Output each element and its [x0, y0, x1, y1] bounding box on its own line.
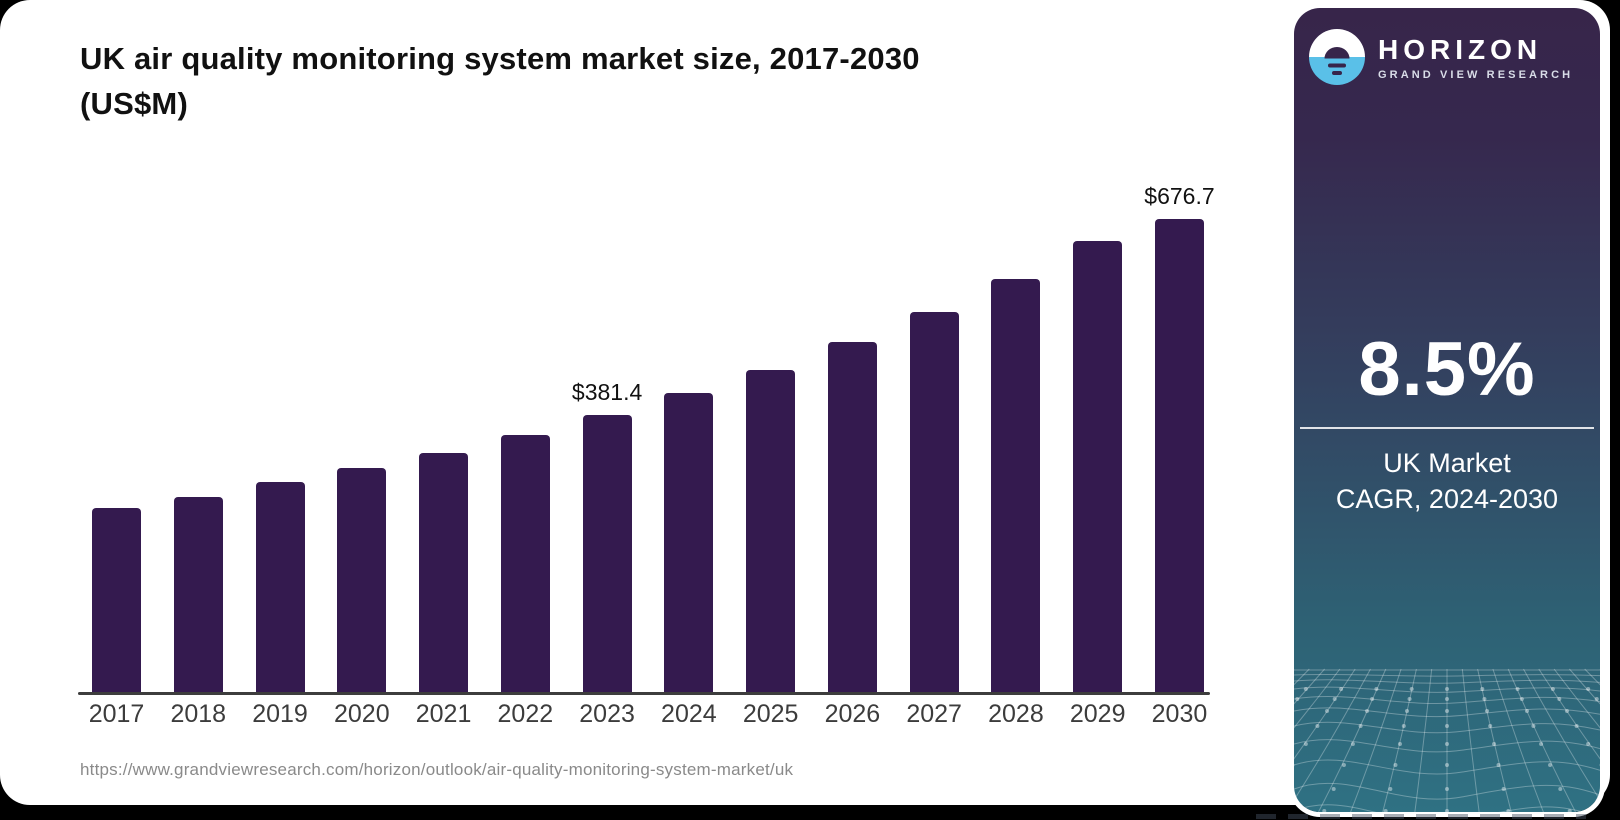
- bar-2027: [909, 312, 959, 693]
- bar-column-2030: $676.7: [1144, 183, 1215, 693]
- bar-2022: [500, 435, 550, 693]
- cagr-stat-block: 8.5% UK Market CAGR, 2024-2030: [1294, 326, 1600, 517]
- bar-column-2026: [827, 183, 877, 693]
- x-tick-label-2018: 2018: [170, 700, 227, 728]
- cagr-label-line2: CAGR, 2024-2030: [1335, 484, 1559, 514]
- x-tick-label-2022: 2022: [497, 700, 554, 728]
- bar-column-2023: $381.4: [572, 183, 642, 693]
- source-url-link[interactable]: https://www.grandviewresearch.com/horizo…: [80, 760, 794, 779]
- x-tick-label-2020: 2020: [333, 700, 390, 728]
- logo-subbrand-text: GRAND VIEW RESEARCH: [1378, 68, 1574, 81]
- x-tick-label-2027: 2027: [906, 700, 962, 728]
- x-tick-label-2023: 2023: [579, 700, 635, 728]
- bar-chart-plot-area: $381.4 $676.7: [92, 183, 1215, 693]
- x-tick-label-2028: 2028: [988, 700, 1044, 728]
- x-tick-label-2017: 2017: [88, 700, 145, 728]
- x-tick-label-2025: 2025: [742, 700, 799, 728]
- bar-2028: [991, 279, 1041, 693]
- bar-2024: [664, 393, 714, 693]
- bar-2021: [419, 453, 469, 693]
- sidebar-panel: HORIZON GRAND VIEW RESEARCH 8.5% UK Mark…: [1294, 8, 1600, 812]
- x-axis-line: [78, 692, 1210, 695]
- bar-column-2027: [909, 183, 959, 693]
- logo-brand-text: HORIZON: [1378, 33, 1543, 65]
- bar-2020: [337, 468, 387, 693]
- bar-column-2028: [991, 183, 1041, 693]
- cagr-value: 8.5%: [1358, 327, 1536, 412]
- chart-title-line2: (US$M): [80, 86, 188, 121]
- bar-column-2021: [419, 183, 469, 693]
- bar-2023: [582, 415, 632, 693]
- stat-divider: [1300, 427, 1594, 429]
- bar-column-2022: [500, 183, 550, 693]
- bar-2017: [92, 508, 141, 693]
- bar-2030: [1154, 219, 1204, 693]
- x-axis-labels: 2017 2018 2019 2020 2021 2022 2023 2024 2025 2026…: [88, 700, 1208, 729]
- cagr-label-line1: UK Market: [1383, 448, 1511, 478]
- bar-value-label-2023: $381.4: [571, 379, 643, 405]
- x-tick-label-2021: 2021: [415, 700, 472, 728]
- bar-2026: [827, 342, 877, 693]
- bar-column-2018: [173, 183, 223, 693]
- bar-value-label-2030: $676.7: [1144, 183, 1215, 209]
- x-tick-label-2030: 2030: [1151, 700, 1208, 728]
- cutoff-dashes-decoration: [1256, 814, 1586, 819]
- wireframe-mesh-decoration: [1294, 668, 1600, 812]
- horizon-sun-circle-icon: [1309, 29, 1365, 85]
- x-tick-label-2024: 2024: [661, 700, 717, 728]
- chart-title: UK air quality monitoring system market …: [80, 36, 1230, 126]
- bar-2018: [173, 497, 223, 693]
- horizon-logo: HORIZON GRAND VIEW RESEARCH: [1309, 29, 1573, 85]
- x-tick-label-2026: 2026: [824, 700, 881, 728]
- bar-column-2019: [255, 183, 305, 693]
- x-tick-label-2019: 2019: [252, 700, 308, 728]
- bar-2029: [1073, 241, 1123, 693]
- bar-column-2017: [92, 183, 141, 693]
- bar-column-2025: [746, 183, 796, 693]
- bar-column-2029: [1073, 183, 1123, 693]
- bar-2025: [746, 370, 796, 693]
- bar-column-2020: [337, 183, 387, 693]
- bar-2019: [255, 482, 305, 693]
- logo-wordmark: HORIZON GRAND VIEW RESEARCH: [1378, 34, 1573, 81]
- chart-title-line1: UK air quality monitoring system market …: [80, 41, 920, 76]
- x-tick-label-2029: 2029: [1069, 700, 1126, 728]
- bar-column-2024: [664, 183, 714, 693]
